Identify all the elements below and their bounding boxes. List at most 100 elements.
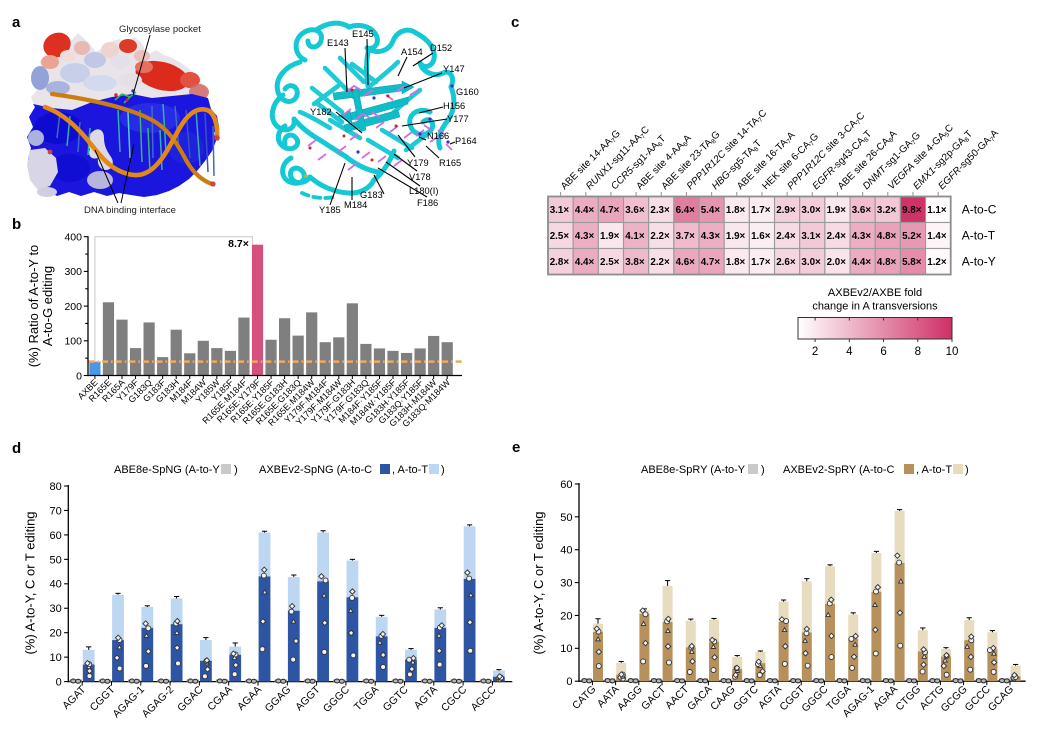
svg-text:(%) Ratio of A-to-Y to: (%) Ratio of A-to-Y to xyxy=(26,245,41,368)
svg-text:N166: N166 xyxy=(427,131,449,141)
svg-text:80: 80 xyxy=(50,481,62,493)
svg-text:1.9×: 1.9× xyxy=(726,231,746,242)
svg-text:, A-to-T: , A-to-T xyxy=(916,464,952,476)
svg-text:3.6×: 3.6× xyxy=(625,205,645,216)
svg-text:D152: D152 xyxy=(430,43,452,53)
svg-text:4: 4 xyxy=(846,346,853,358)
svg-text:100: 100 xyxy=(64,336,82,348)
svg-text:10: 10 xyxy=(50,652,62,664)
svg-text:AXBEv2-SpRY (A-to-C: AXBEv2-SpRY (A-to-C xyxy=(783,464,895,476)
svg-text:60: 60 xyxy=(560,479,572,491)
svg-text:1.1×: 1.1× xyxy=(927,205,947,216)
svg-text:3.8×: 3.8× xyxy=(625,257,645,268)
svg-text:10: 10 xyxy=(946,346,959,358)
svg-text:d: d xyxy=(12,440,21,457)
svg-text:2.0×: 2.0× xyxy=(827,257,847,268)
svg-text:2.2×: 2.2× xyxy=(650,257,670,268)
svg-text:V178: V178 xyxy=(409,172,431,182)
svg-text:1.7×: 1.7× xyxy=(751,257,771,268)
svg-text:4.1×: 4.1× xyxy=(625,231,645,242)
svg-text:1.9×: 1.9× xyxy=(600,231,620,242)
svg-text:b: b xyxy=(12,216,21,233)
svg-text:4.4×: 4.4× xyxy=(575,257,595,268)
svg-text:a: a xyxy=(12,14,21,31)
svg-text:3.0×: 3.0× xyxy=(801,205,821,216)
svg-text:E145: E145 xyxy=(352,29,374,39)
svg-text:2.4×: 2.4× xyxy=(776,231,796,242)
svg-text:3.6×: 3.6× xyxy=(852,205,872,216)
svg-text:1.6×: 1.6× xyxy=(751,231,771,242)
svg-text:4.7×: 4.7× xyxy=(600,205,620,216)
svg-text:4.4×: 4.4× xyxy=(852,257,872,268)
svg-text:8.7×: 8.7× xyxy=(228,238,249,250)
svg-text:2.3×: 2.3× xyxy=(650,205,670,216)
svg-text:A154: A154 xyxy=(401,47,423,57)
svg-text:(%) A-to-Y, C or T editing: (%) A-to-Y, C or T editing xyxy=(531,511,546,654)
svg-text:ABE8e-SpNG (A-to-Y: ABE8e-SpNG (A-to-Y xyxy=(114,464,220,476)
svg-text:2.4×: 2.4× xyxy=(827,231,847,242)
svg-text:): ) xyxy=(761,464,765,476)
svg-text:(%) A-to-Y, C or T editing: (%) A-to-Y, C or T editing xyxy=(23,511,38,654)
svg-text:Y177: Y177 xyxy=(447,114,469,124)
svg-text:20: 20 xyxy=(560,610,572,622)
svg-text:G183: G183 xyxy=(360,190,383,200)
svg-text:3.2×: 3.2× xyxy=(877,205,897,216)
svg-text:70: 70 xyxy=(50,505,62,517)
svg-text:, A-to-T: , A-to-T xyxy=(392,464,428,476)
svg-text:1.7×: 1.7× xyxy=(751,205,771,216)
svg-text:8: 8 xyxy=(915,346,921,358)
svg-text:): ) xyxy=(234,464,238,476)
svg-text:2.8×: 2.8× xyxy=(550,257,570,268)
svg-text:40: 40 xyxy=(560,545,572,557)
svg-text:4.3×: 4.3× xyxy=(575,231,595,242)
svg-text:4.8×: 4.8× xyxy=(877,231,897,242)
svg-text:400: 400 xyxy=(64,232,82,244)
svg-text:1.9×: 1.9× xyxy=(827,205,847,216)
svg-text:change in A transversions: change in A transversions xyxy=(812,301,938,313)
svg-text:1.8×: 1.8× xyxy=(726,257,746,268)
svg-text:E143: E143 xyxy=(327,38,349,48)
svg-text:ABE8e-SpRY (A-to-Y: ABE8e-SpRY (A-to-Y xyxy=(641,464,746,476)
svg-text:Glycosylase pocket: Glycosylase pocket xyxy=(119,24,201,35)
svg-text:): ) xyxy=(441,464,445,476)
svg-text:30: 30 xyxy=(50,603,62,615)
svg-text:5.4×: 5.4× xyxy=(701,205,721,216)
svg-text:4.3×: 4.3× xyxy=(852,231,872,242)
svg-text:A-to-T: A-to-T xyxy=(962,229,996,243)
svg-text:A-to-Y: A-to-Y xyxy=(962,255,996,269)
svg-text:AXBEv2-SpNG (A-to-C: AXBEv2-SpNG (A-to-C xyxy=(259,464,372,476)
svg-text:2.5×: 2.5× xyxy=(600,257,620,268)
svg-text:6: 6 xyxy=(880,346,886,358)
svg-text:4.8×: 4.8× xyxy=(877,257,897,268)
svg-text:e: e xyxy=(512,439,520,456)
svg-text:60: 60 xyxy=(50,530,62,542)
svg-text:300: 300 xyxy=(64,266,82,278)
svg-text:0: 0 xyxy=(56,677,62,689)
svg-text:H156: H156 xyxy=(443,101,465,111)
svg-text:A-to-G editing: A-to-G editing xyxy=(40,266,55,346)
svg-text:4.3×: 4.3× xyxy=(701,231,721,242)
svg-text:0: 0 xyxy=(76,370,82,382)
svg-text:G160: G160 xyxy=(456,87,479,97)
svg-text:5.8×: 5.8× xyxy=(902,257,922,268)
svg-text:P164: P164 xyxy=(455,136,477,146)
svg-text:3.1×: 3.1× xyxy=(801,231,821,242)
svg-text:30: 30 xyxy=(560,577,572,589)
svg-text:200: 200 xyxy=(64,301,82,313)
svg-text:9.8×: 9.8× xyxy=(902,205,922,216)
svg-text:A-to-C: A-to-C xyxy=(962,203,997,217)
svg-text:1.4×: 1.4× xyxy=(927,231,947,242)
svg-text:L180(I): L180(I) xyxy=(409,186,438,196)
svg-text:4.7×: 4.7× xyxy=(701,257,721,268)
svg-text:6.4×: 6.4× xyxy=(676,205,696,216)
svg-text:Y182: Y182 xyxy=(310,107,332,117)
svg-text:Y179: Y179 xyxy=(407,158,429,168)
svg-text:1.8×: 1.8× xyxy=(726,205,746,216)
svg-text:40: 40 xyxy=(50,579,62,591)
svg-text:Y185: Y185 xyxy=(319,205,341,215)
svg-text:2: 2 xyxy=(812,346,818,358)
svg-text:3.0×: 3.0× xyxy=(801,257,821,268)
svg-text:10: 10 xyxy=(560,643,572,655)
svg-text:F186: F186 xyxy=(417,198,438,208)
svg-text:50: 50 xyxy=(50,554,62,566)
